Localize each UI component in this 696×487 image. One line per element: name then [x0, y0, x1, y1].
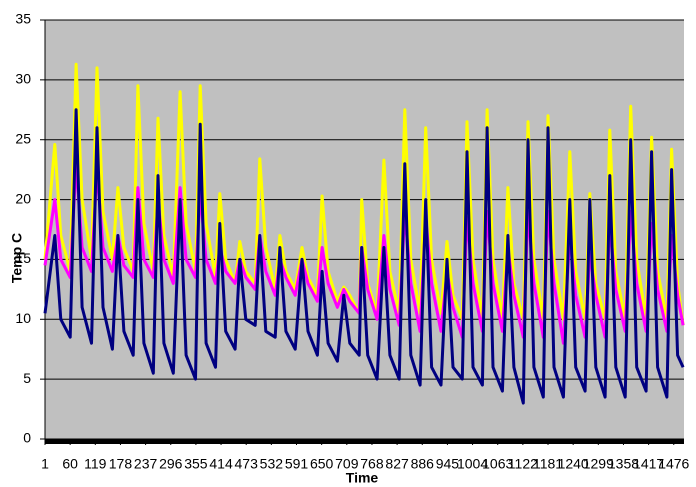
x-tick-label: 355 — [184, 456, 208, 472]
x-tick-label: 178 — [109, 456, 133, 472]
y-tick-label: 30 — [15, 71, 31, 87]
y-axis-label: Temp C — [9, 233, 25, 283]
x-tick-label: 1004 — [457, 456, 488, 472]
x-axis-label: Time — [346, 470, 379, 486]
x-tick-label: 473 — [235, 456, 259, 472]
x-tick-label: 1417 — [633, 456, 664, 472]
x-tick-label: 1122 — [508, 456, 538, 472]
x-tick-label: 886 — [411, 456, 435, 472]
x-tick-label: 1476 — [658, 456, 689, 472]
y-tick-label: 10 — [15, 310, 31, 326]
x-tick-label: 1240 — [558, 456, 589, 472]
y-tick-label: 0 — [23, 430, 31, 446]
x-tick-label: 1 — [41, 456, 49, 472]
x-axis — [45, 439, 684, 444]
x-tick-label: 237 — [134, 456, 158, 472]
x-tick-label: 1358 — [608, 456, 639, 472]
x-tick-label: 768 — [360, 456, 384, 472]
y-tick-label: 15 — [15, 250, 31, 266]
x-tick-label: 709 — [335, 456, 359, 472]
x-tick-label: 60 — [62, 456, 78, 472]
x-tick-label: 119 — [84, 456, 107, 472]
y-tick-label: 35 — [15, 11, 31, 27]
y-tick-label: 20 — [15, 190, 31, 206]
x-tick-label: 532 — [260, 456, 284, 472]
x-tick-label: 650 — [310, 456, 334, 472]
x-tick-label: 827 — [385, 456, 409, 472]
y-tick-label: 5 — [23, 370, 31, 386]
x-tick-label: 945 — [436, 456, 460, 472]
x-tick-label: 1063 — [482, 456, 513, 472]
series-line — [43, 62, 685, 326]
x-tick-label: 296 — [159, 456, 183, 472]
x-tick-label: 1181 — [533, 456, 563, 472]
x-tick-label: 591 — [285, 456, 309, 472]
x-tick-label: 414 — [209, 456, 233, 472]
series-line — [43, 108, 685, 405]
y-tick-label: 25 — [15, 130, 31, 146]
x-tick-label: 1299 — [583, 456, 614, 472]
